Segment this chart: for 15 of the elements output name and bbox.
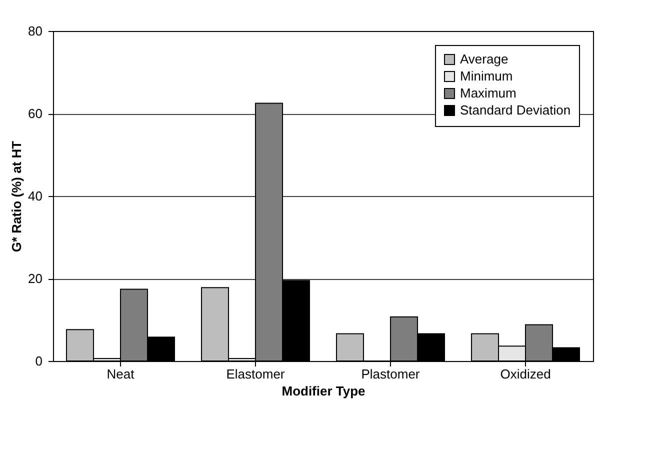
- legend-label: Average: [460, 52, 508, 66]
- legend-label: Maximum: [460, 86, 516, 100]
- y-axis-title: G* Ratio (%) at HT: [9, 140, 24, 252]
- x-tick-label: Neat: [106, 366, 135, 382]
- y-tick-label: 40: [28, 188, 42, 204]
- x-tick-label: Elastomer: [226, 366, 286, 382]
- legend-label: Standard Deviation: [460, 102, 571, 118]
- y-tick-label: 0: [35, 354, 42, 368]
- y-tick-label: 60: [28, 106, 42, 121]
- x-tick-label: Plastomer: [361, 366, 420, 382]
- y-tick-label: 20: [28, 271, 42, 286]
- x-axis-title: Modifier Type: [282, 384, 366, 398]
- legend-label: Minimum: [460, 68, 513, 84]
- y-tick-label: 80: [28, 24, 42, 38]
- x-tick-label: Oxidized: [500, 366, 551, 382]
